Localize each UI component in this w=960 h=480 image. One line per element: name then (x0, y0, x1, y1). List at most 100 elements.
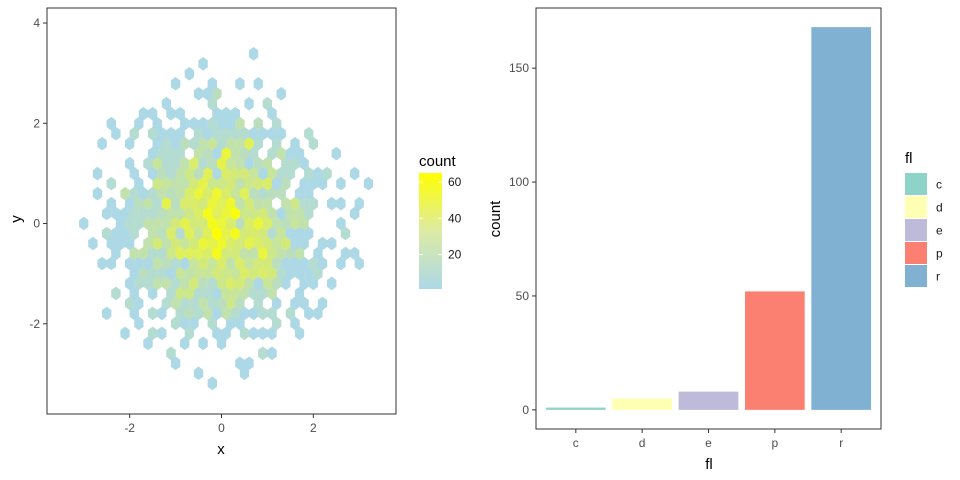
hex-cell (244, 236, 254, 251)
hex-cell (299, 236, 309, 251)
hex-cell (170, 196, 181, 211)
hex-cell (212, 106, 222, 121)
hex-cell (244, 256, 254, 271)
hex-cell (147, 286, 158, 301)
hex-cell (97, 256, 107, 271)
hex-cell (134, 316, 144, 331)
hex-cell (24, 257, 33, 271)
hex-cell (221, 206, 231, 221)
count-legend-title: count (419, 153, 457, 170)
hex-cell (317, 296, 328, 311)
hex-cell (249, 186, 259, 201)
hex-cell (336, 216, 346, 231)
hex-cell (262, 276, 273, 291)
hex-cell (203, 286, 213, 301)
hex-cell (212, 206, 222, 221)
hex-cell (216, 156, 227, 171)
hex-cell (226, 256, 236, 271)
hex-cell (157, 166, 167, 181)
hex-cell (170, 136, 181, 151)
hex-cell (253, 116, 263, 131)
hex-cell (198, 156, 208, 171)
hex-cell (125, 136, 135, 151)
hex-cell (134, 176, 144, 191)
bar-x-tick-label: c (573, 436, 579, 450)
hex-cell (203, 266, 213, 281)
hex-cell (276, 87, 286, 101)
hexbin-x-tick-label: -2 (124, 421, 135, 435)
hex-cell (106, 236, 116, 251)
hex-cell (267, 266, 277, 281)
hex-cell (207, 96, 217, 111)
hex-cell (249, 266, 259, 281)
hex-cell (143, 236, 153, 251)
hex-cell (216, 216, 227, 231)
hex-cell (198, 336, 208, 351)
hex-cell (184, 326, 194, 341)
hex-cell (157, 206, 167, 221)
hex-cell (239, 366, 250, 381)
hex-cell (239, 286, 250, 301)
hex-cell (271, 136, 282, 151)
hex-cell (299, 196, 309, 211)
hex-cell (134, 196, 144, 211)
hex-cell (216, 136, 227, 151)
hex-cell (299, 176, 309, 191)
hex-cell (198, 136, 208, 151)
hex-cell (299, 156, 309, 171)
hex-cell (157, 186, 167, 201)
hex-cell (198, 176, 208, 191)
hex-cell (258, 286, 268, 301)
bar-p (744, 291, 805, 410)
hex-cell (230, 186, 240, 201)
hex-cell (170, 356, 181, 371)
colorbar-label: 20 (448, 248, 462, 262)
hex-cell (180, 316, 190, 331)
hex-cell (125, 196, 135, 211)
hex-cell (198, 276, 208, 291)
hex-cell (290, 296, 300, 311)
hex-cell (152, 216, 162, 231)
hex-cell (230, 166, 240, 181)
hex-cell (281, 216, 291, 231)
hexbin-x-axis-title: x (217, 441, 225, 458)
hex-cell (226, 136, 236, 151)
hex-cell (317, 256, 328, 271)
hex-cell (193, 87, 204, 101)
hex-cell (258, 306, 268, 321)
hex-cell (235, 296, 245, 311)
hex-cell (253, 156, 263, 171)
hex-cell (129, 126, 139, 141)
hex-cell (262, 236, 273, 251)
hex-cell (120, 226, 130, 241)
hex-cell (193, 366, 204, 381)
hex-cell (175, 246, 185, 261)
hex-cell (285, 206, 296, 221)
hex-cell (271, 176, 282, 191)
hex-cell (216, 256, 227, 271)
hex-cell (207, 316, 217, 331)
hex-cell (147, 226, 158, 241)
hex-cell (88, 236, 98, 251)
hex-cell (249, 146, 259, 161)
hex-cell (212, 186, 222, 201)
hex-cell (221, 306, 231, 321)
hex-cell (235, 356, 245, 371)
hex-cell (262, 216, 273, 231)
hex-cell (249, 166, 259, 181)
hex-cell (184, 166, 194, 181)
hex-cell (331, 146, 341, 161)
hex-cell (207, 156, 217, 171)
hex-cell (308, 136, 318, 151)
hex-cell (249, 47, 259, 61)
hex-cell (161, 96, 172, 111)
hex-cell (226, 276, 236, 291)
hex-cell (175, 266, 185, 281)
hex-cell (212, 126, 222, 141)
hex-cell (198, 296, 208, 311)
hex-cell (134, 276, 144, 291)
hex-cell (152, 196, 162, 211)
hex-cell (267, 126, 277, 141)
hex-cell (294, 146, 305, 161)
